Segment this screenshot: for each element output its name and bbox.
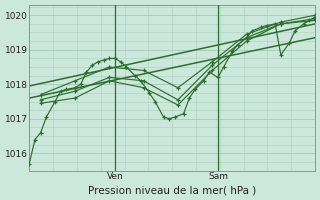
X-axis label: Pression niveau de la mer( hPa ): Pression niveau de la mer( hPa ) bbox=[88, 185, 256, 195]
